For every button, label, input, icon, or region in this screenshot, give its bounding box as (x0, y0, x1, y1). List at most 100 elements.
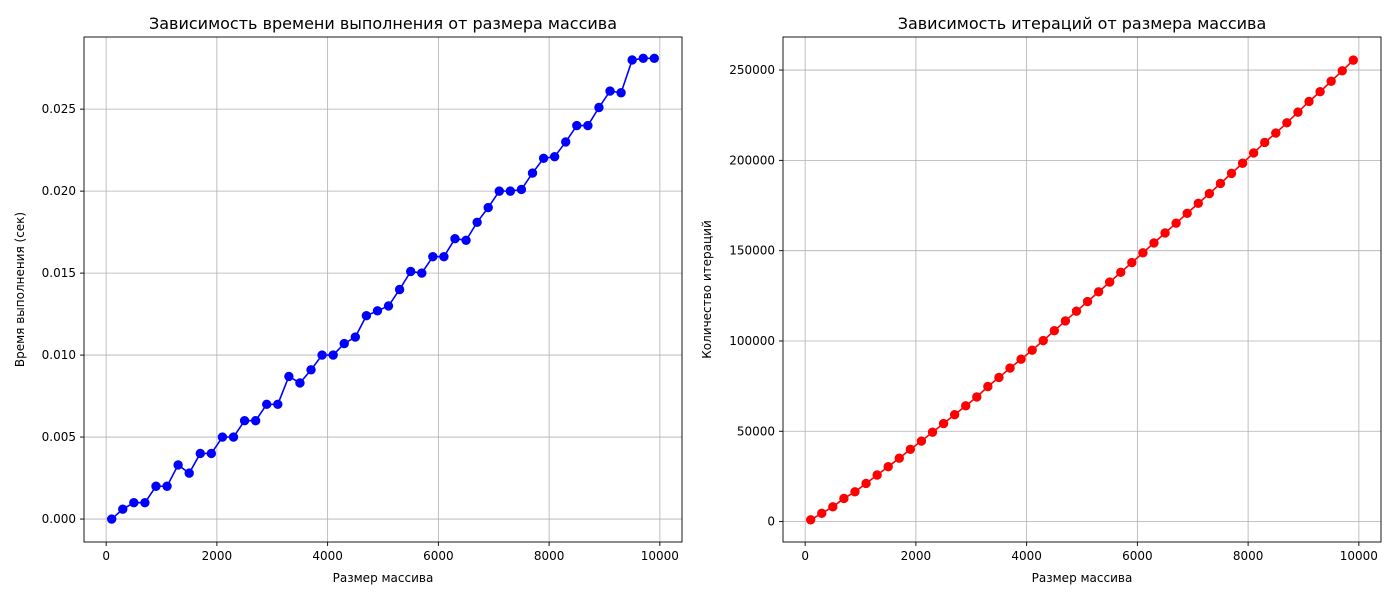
data-point (1182, 208, 1192, 218)
x-tick-label: 2000 (901, 549, 932, 563)
data-point (306, 365, 316, 375)
data-point (350, 332, 361, 342)
x-tick-label: 0 (801, 549, 809, 563)
x-tick-label: 2000 (202, 549, 233, 563)
data-point (106, 514, 117, 524)
data-point (372, 306, 383, 316)
data-point (1160, 228, 1170, 238)
data-point (1248, 148, 1259, 158)
data-point (961, 401, 971, 411)
data-point (1138, 248, 1148, 258)
data-point (994, 372, 1004, 383)
data-point (817, 508, 827, 518)
data-point (916, 436, 927, 446)
data-point (394, 284, 405, 295)
data-point (561, 137, 571, 147)
data-point (616, 88, 626, 98)
data-point (538, 153, 549, 164)
y-tick-label: 50000 (737, 424, 775, 438)
data-point (594, 102, 604, 113)
data-point (328, 350, 338, 360)
chart-title: Зависимость времени выполнения от размер… (149, 14, 617, 33)
data-point (805, 515, 816, 525)
data-point (439, 252, 449, 262)
data-point (583, 120, 593, 131)
data-point (938, 418, 949, 429)
x-axis-label: Размер массива (333, 571, 434, 585)
y-tick-label: 0.000 (42, 512, 76, 526)
data-point (1049, 325, 1060, 336)
data-point (239, 415, 250, 426)
data-point (284, 371, 294, 382)
data-point (527, 168, 538, 178)
y-tick-label: 200000 (729, 153, 775, 167)
data-point (1293, 107, 1303, 117)
data-point (572, 120, 582, 131)
y-tick-label: 0.025 (42, 102, 76, 116)
data-point (894, 453, 904, 463)
data-point (1337, 66, 1347, 76)
chart-1: 0 2000 4000 6000 8000 10000 0.000 0.005 0.010 0.0… (13, 14, 683, 585)
data-point (627, 55, 637, 65)
data-point (972, 392, 982, 402)
data-point (1282, 118, 1292, 128)
data-point (861, 478, 871, 489)
x-tick-label: 6000 (1122, 549, 1153, 563)
y-tick-label: 100000 (729, 334, 775, 348)
data-point (872, 470, 882, 480)
axes-frame (83, 36, 683, 543)
data-point (549, 151, 560, 162)
data-point (217, 432, 228, 442)
data-point (450, 233, 460, 244)
data-point (1127, 257, 1137, 268)
x-tick-label: 10000 (641, 549, 679, 563)
data-point (140, 497, 150, 508)
data-point (129, 497, 139, 508)
y-tick-label: 0.010 (42, 348, 76, 362)
data-point (339, 338, 349, 349)
data-point (206, 448, 217, 459)
series-line (810, 59, 1354, 521)
data-point (295, 378, 305, 388)
data-point (494, 186, 504, 196)
data-point (1171, 218, 1181, 228)
x-tick-label: 8000 (1233, 549, 1264, 563)
y-tick-label: 250000 (729, 63, 775, 77)
data-point (1060, 316, 1071, 326)
data-point (118, 504, 128, 514)
data-point (1260, 137, 1270, 148)
data-point (428, 252, 438, 262)
data-point (516, 184, 527, 195)
x-tick-label: 10000 (1340, 549, 1378, 563)
data-point (228, 432, 239, 442)
data-point (927, 427, 938, 437)
data-point (983, 381, 993, 392)
data-point (649, 53, 660, 64)
y-tick-label: 0.015 (42, 266, 76, 280)
data-point (405, 266, 416, 277)
data-point (317, 350, 327, 360)
x-tick-label: 4000 (312, 549, 343, 563)
data-point (1116, 267, 1126, 278)
data-point (905, 444, 916, 455)
data-point (1005, 363, 1015, 373)
data-point (162, 481, 172, 491)
data-point (262, 399, 272, 409)
data-point (1204, 188, 1215, 199)
data-point (250, 415, 261, 426)
data-point (273, 399, 283, 409)
x-tick-label: 8000 (534, 549, 565, 563)
data-point (1071, 306, 1082, 316)
x-tick-label: 4000 (1011, 549, 1042, 563)
data-point (1082, 296, 1093, 307)
data-point (1149, 238, 1159, 248)
data-point (417, 268, 427, 278)
y-tick-label: 0.005 (42, 430, 76, 444)
data-point (1304, 96, 1314, 107)
chart-title: Зависимость итераций от размера массива (898, 14, 1267, 33)
data-point (1237, 158, 1248, 168)
data-point (1315, 87, 1325, 97)
y-axis-label: Количество итераций (700, 220, 714, 359)
chart-2: 0 2000 4000 6000 8000 10000050000100000150000… (700, 14, 1382, 585)
